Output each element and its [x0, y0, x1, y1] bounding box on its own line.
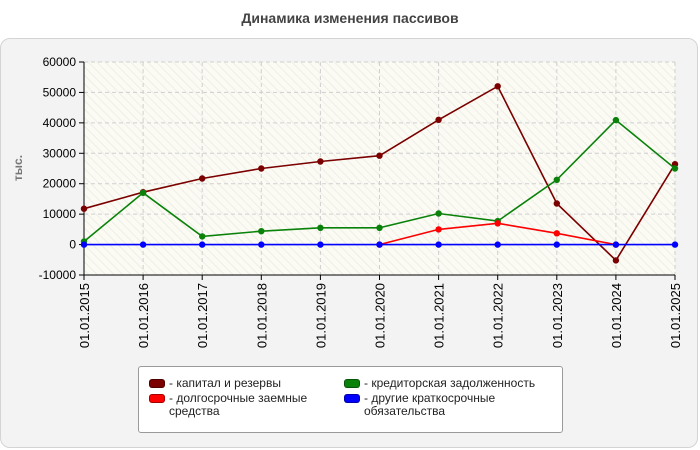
x-tick-label: 01.01.2022	[491, 283, 506, 348]
legend-label-longterm-loans: долгосрочные заемные средства	[169, 391, 308, 418]
data-point	[553, 230, 560, 237]
y-tick-label: 30000	[43, 146, 77, 160]
data-point	[494, 220, 501, 227]
data-point	[494, 83, 501, 90]
data-point	[553, 176, 560, 183]
y-tick-label: 0	[69, 238, 76, 252]
legend-item-longterm-loans: - долгосрочные заемные средства	[149, 392, 329, 418]
x-tick-label: 01.01.2023	[550, 283, 565, 348]
x-tick-label: 01.01.2018	[254, 283, 269, 348]
x-tick-label: 01.01.2020	[373, 283, 388, 348]
data-point	[612, 257, 620, 264]
data-point	[553, 241, 560, 248]
data-point	[612, 241, 620, 248]
data-point	[139, 241, 147, 248]
data-point	[494, 241, 501, 248]
data-point	[317, 158, 324, 165]
data-point	[139, 189, 147, 196]
y-tick-labels: -10000 0 10000 20000 30000 40000 50000 60000	[39, 55, 77, 282]
data-point	[612, 116, 620, 124]
legend-swatch-other-shortterm	[344, 394, 360, 403]
legend-item-payables: - кредиторская задолженность	[344, 377, 559, 390]
data-point	[671, 165, 679, 172]
y-axis-label: тыс.	[11, 155, 25, 181]
legend-label-capital: капитал и резервы	[176, 376, 281, 390]
data-point	[258, 241, 265, 248]
data-point	[553, 200, 560, 207]
x-tick-label: 01.01.2015	[77, 283, 92, 348]
data-point	[435, 116, 442, 124]
y-tick-label: 20000	[43, 177, 77, 191]
legend-label-payables: кредиторская задолженность	[371, 376, 536, 390]
series-1	[80, 116, 679, 245]
data-point	[671, 241, 679, 248]
x-tick-label: 01.01.2021	[432, 283, 447, 348]
legend-item-capital: - капитал и резервы	[149, 377, 349, 390]
legend-item-other-shortterm: - другие краткосрочные обязательства	[344, 392, 534, 418]
data-point	[435, 241, 442, 248]
data-point	[80, 205, 88, 212]
data-point	[317, 224, 324, 231]
y-tick-label: 50000	[43, 85, 77, 99]
x-tick-label: 01.01.2024	[609, 283, 624, 348]
data-point	[258, 165, 265, 172]
y-tick-label: 10000	[43, 207, 77, 221]
legend-label-other-shortterm: другие краткосрочные обязательства	[364, 391, 496, 418]
data-point	[258, 228, 265, 235]
data-point	[199, 241, 206, 248]
data-point	[317, 241, 324, 248]
data-point	[376, 152, 383, 159]
x-tick-label: 01.01.2016	[136, 283, 151, 348]
x-tick-label: 01.01.2019	[313, 283, 328, 348]
data-point	[376, 241, 383, 248]
data-point	[376, 224, 383, 231]
legend-swatch-capital	[149, 379, 165, 388]
legend: - капитал и резервы - кредиторская задол…	[138, 366, 563, 433]
chart-title: Динамика изменения пассивов	[241, 10, 459, 26]
x-tick-label: 01.01.2017	[195, 283, 210, 348]
x-tick-labels: 01.01.2015 01.01.2016 01.01.2017 01.01.2018…	[77, 283, 683, 348]
data-point	[199, 233, 206, 240]
legend-swatch-longterm-loans	[149, 394, 165, 403]
y-tick-label: -10000	[39, 268, 77, 282]
legend-swatch-payables	[344, 379, 360, 388]
series-lines	[80, 83, 679, 264]
data-point	[199, 175, 206, 182]
y-tick-label: 60000	[43, 55, 77, 69]
data-point	[80, 241, 88, 248]
series-3	[80, 241, 679, 248]
y-tick-label: 40000	[43, 116, 77, 130]
x-tick-label: 01.01.2025	[668, 283, 683, 348]
data-point	[435, 226, 442, 233]
data-point	[435, 210, 442, 217]
